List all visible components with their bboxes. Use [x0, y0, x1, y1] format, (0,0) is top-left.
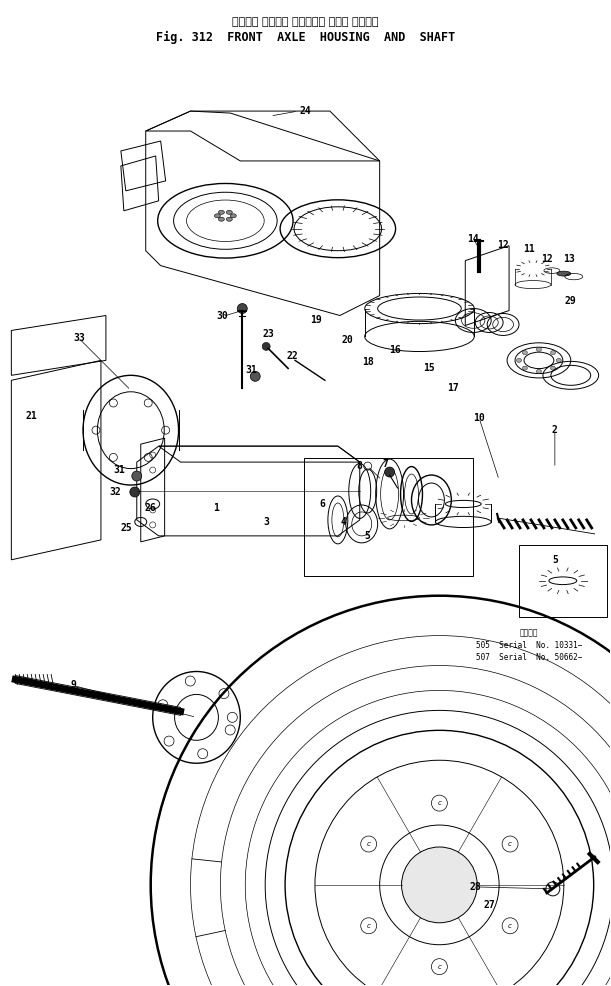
Ellipse shape	[522, 366, 527, 370]
Text: 適用号笪: 適用号笪	[520, 629, 538, 638]
Ellipse shape	[218, 217, 224, 221]
Ellipse shape	[230, 214, 236, 218]
Text: 6: 6	[319, 499, 325, 509]
Circle shape	[251, 372, 260, 382]
Text: 27: 27	[483, 900, 495, 910]
Text: 18: 18	[362, 357, 373, 368]
Text: 8: 8	[357, 461, 363, 471]
Ellipse shape	[557, 358, 562, 363]
Ellipse shape	[551, 351, 555, 355]
Text: 2: 2	[552, 425, 558, 435]
Text: 14: 14	[467, 234, 479, 244]
Text: 20: 20	[342, 335, 354, 345]
Text: 5: 5	[552, 555, 558, 565]
Text: 505  Serial  No. 10331−: 505 Serial No. 10331−	[476, 641, 582, 650]
Text: 11: 11	[523, 244, 535, 253]
Text: c: c	[508, 923, 512, 929]
Ellipse shape	[551, 366, 555, 370]
Text: 32: 32	[109, 487, 121, 497]
Text: 1: 1	[213, 503, 219, 513]
Bar	[519, 545, 607, 616]
Ellipse shape	[226, 217, 232, 221]
Circle shape	[262, 342, 270, 350]
Text: 31: 31	[113, 465, 125, 475]
Text: 7: 7	[382, 459, 389, 469]
Circle shape	[385, 467, 395, 477]
Text: 19: 19	[310, 316, 322, 325]
Text: 507  Serial  No. 50662−: 507 Serial No. 50662−	[476, 653, 582, 662]
Text: 9: 9	[70, 680, 76, 690]
Ellipse shape	[522, 351, 527, 355]
Circle shape	[130, 487, 140, 497]
Ellipse shape	[516, 358, 522, 363]
Text: c: c	[508, 841, 512, 847]
Text: 25: 25	[121, 523, 133, 532]
Text: 33: 33	[73, 333, 85, 343]
Text: c: c	[367, 923, 371, 929]
Text: 3: 3	[263, 517, 269, 527]
Text: 21: 21	[26, 411, 37, 421]
Ellipse shape	[214, 214, 221, 218]
Ellipse shape	[536, 370, 541, 374]
Text: c: c	[437, 963, 441, 969]
Text: 12: 12	[497, 240, 509, 249]
Text: Fig. 312  FRONT  AXLE  HOUSING  AND  SHAFT: Fig. 312 FRONT AXLE HOUSING AND SHAFT	[156, 32, 455, 44]
Bar	[304, 458, 474, 576]
Text: 26: 26	[145, 503, 156, 513]
Text: 30: 30	[216, 312, 229, 321]
Text: c: c	[367, 841, 371, 847]
Ellipse shape	[218, 210, 224, 214]
Text: 17: 17	[447, 384, 459, 393]
Circle shape	[401, 847, 477, 923]
Text: フロント アクスル ハウジング および シャフト: フロント アクスル ハウジング および シャフト	[232, 18, 379, 28]
Text: 28: 28	[469, 881, 481, 892]
Text: 5: 5	[365, 530, 371, 541]
Text: 31: 31	[246, 366, 257, 376]
Ellipse shape	[536, 347, 541, 351]
Circle shape	[237, 304, 247, 314]
Text: 29: 29	[565, 296, 577, 306]
Text: 23: 23	[262, 329, 274, 339]
Text: 16: 16	[389, 345, 400, 355]
Text: 13: 13	[563, 253, 575, 263]
Circle shape	[132, 471, 142, 481]
Ellipse shape	[226, 210, 232, 214]
Text: 10: 10	[474, 413, 485, 423]
Text: 12: 12	[541, 253, 553, 263]
Text: 22: 22	[286, 351, 298, 362]
Text: 24: 24	[299, 106, 311, 116]
Text: 4: 4	[341, 517, 347, 527]
Ellipse shape	[557, 271, 571, 276]
Text: c: c	[437, 800, 441, 807]
Text: 15: 15	[423, 364, 435, 374]
